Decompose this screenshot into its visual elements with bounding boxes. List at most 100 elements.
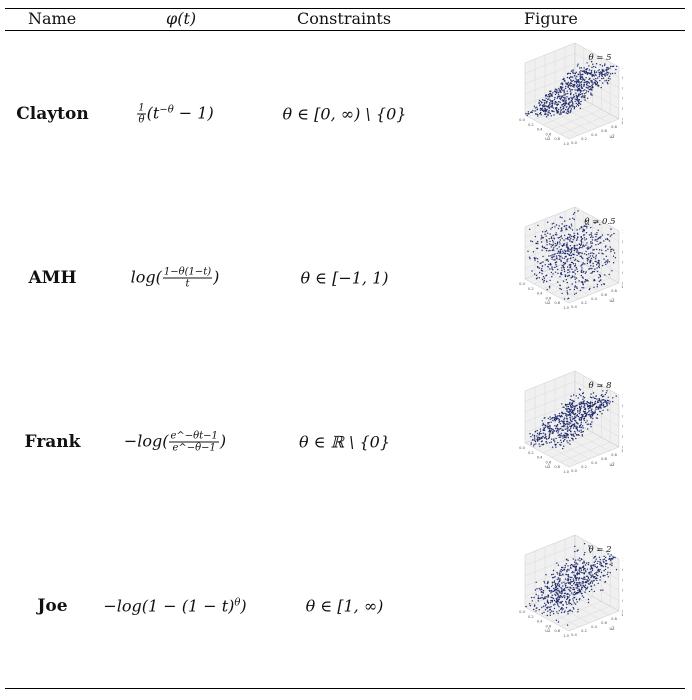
scatter-point xyxy=(547,114,549,117)
scatter-point xyxy=(541,597,544,599)
scatter-point xyxy=(586,279,588,281)
scatter-point xyxy=(555,244,558,246)
scatter-point xyxy=(540,432,542,435)
scatter-point xyxy=(573,271,575,273)
scatter-point xyxy=(538,609,540,611)
scatter-point xyxy=(550,106,552,108)
scatter-point xyxy=(582,78,585,80)
scatter-point xyxy=(576,407,579,410)
scatter-point xyxy=(579,591,582,593)
scatter-point xyxy=(560,260,562,263)
scatter-point xyxy=(533,608,535,611)
scatter-point xyxy=(553,259,555,261)
scatter-point xyxy=(602,589,604,591)
parameter-constraint: θ ∈ [0, ∞) \ {0} xyxy=(282,104,407,124)
scatter-point xyxy=(551,249,553,252)
scatter-point xyxy=(584,552,586,554)
scatter-point xyxy=(608,403,610,405)
scatter-point xyxy=(558,87,560,90)
scatter-point xyxy=(540,235,543,237)
scatter-point xyxy=(602,69,605,71)
scatter-point xyxy=(538,267,541,269)
scatter-point xyxy=(577,608,579,611)
scatter-point xyxy=(566,416,568,418)
scatter-point xyxy=(580,84,583,86)
scatter-point xyxy=(579,389,582,391)
scatter-point xyxy=(576,404,578,406)
scatter-point xyxy=(584,263,586,265)
scatter-point xyxy=(591,564,593,566)
scatter-point xyxy=(591,411,594,413)
scatter-point xyxy=(596,267,598,269)
scatter-point xyxy=(561,228,563,230)
scatter-point xyxy=(567,414,569,416)
scatter-point xyxy=(595,236,597,238)
grid-line xyxy=(564,590,610,616)
scatter-point xyxy=(559,256,561,258)
scatter-point xyxy=(579,426,581,428)
scatter-point xyxy=(589,260,591,262)
scatter-point xyxy=(568,107,570,109)
scatter-point xyxy=(577,611,579,613)
scatter-point xyxy=(590,93,592,96)
scatter-point xyxy=(595,256,597,258)
scatter-point xyxy=(567,442,569,444)
y-tick-label: 1.0 xyxy=(621,121,623,125)
scatter-point xyxy=(569,602,572,605)
scatter-point xyxy=(577,85,579,88)
grid-line xyxy=(524,74,576,95)
scatter-point xyxy=(584,239,586,241)
scatter-point xyxy=(592,392,595,394)
scatter-point xyxy=(581,242,583,244)
scatter-point xyxy=(568,104,570,106)
scatter-point xyxy=(575,77,577,79)
scatter-point xyxy=(583,560,585,562)
scatter-point xyxy=(530,240,532,242)
scatter-point xyxy=(596,82,598,84)
scatter-point xyxy=(577,105,580,107)
scatter-point xyxy=(590,242,592,244)
scatter-point xyxy=(595,78,597,80)
scatter-point xyxy=(547,96,549,98)
scatter-point xyxy=(594,82,597,85)
scatter-point xyxy=(567,258,569,260)
scatter-point xyxy=(574,100,576,103)
scatter-point xyxy=(546,280,548,283)
scatter-point xyxy=(547,606,549,608)
scatter-point xyxy=(541,444,543,446)
scatter-point xyxy=(598,405,601,407)
scatter-point xyxy=(590,241,592,243)
scatter-point xyxy=(573,253,575,256)
scatter-point xyxy=(573,288,576,291)
figure-title: θ = 8 xyxy=(588,381,612,391)
scatter-point xyxy=(552,234,554,237)
scatter-point xyxy=(538,438,541,441)
scatter-point xyxy=(561,596,564,598)
scatter-point xyxy=(534,259,536,261)
scatter-point xyxy=(586,83,588,85)
scatter-point xyxy=(561,425,563,428)
scatter-point xyxy=(546,241,548,243)
scatter-point xyxy=(574,405,576,407)
generator-formula: 1 θ (t−θ − 1) xyxy=(100,103,250,126)
scatter-point xyxy=(576,286,578,288)
scatter-point xyxy=(595,84,597,86)
scatter-point xyxy=(567,82,569,84)
scatter-point xyxy=(545,250,548,252)
scatter-point xyxy=(545,105,547,107)
scatter-point xyxy=(581,592,583,595)
scatter-point xyxy=(557,427,559,429)
scatter-point xyxy=(556,597,558,599)
scatter-point xyxy=(550,101,552,103)
scatter-point xyxy=(599,71,602,73)
scatter-point xyxy=(574,273,576,275)
scatter-point xyxy=(540,440,543,443)
scatter-point xyxy=(567,578,570,581)
scatter-point xyxy=(534,438,536,440)
scatter-point xyxy=(567,403,569,406)
scatter-point xyxy=(556,248,558,250)
scatter-point xyxy=(539,438,542,440)
scatter-point xyxy=(600,394,602,397)
scatter-point xyxy=(588,411,590,413)
scatter-point xyxy=(533,105,536,108)
